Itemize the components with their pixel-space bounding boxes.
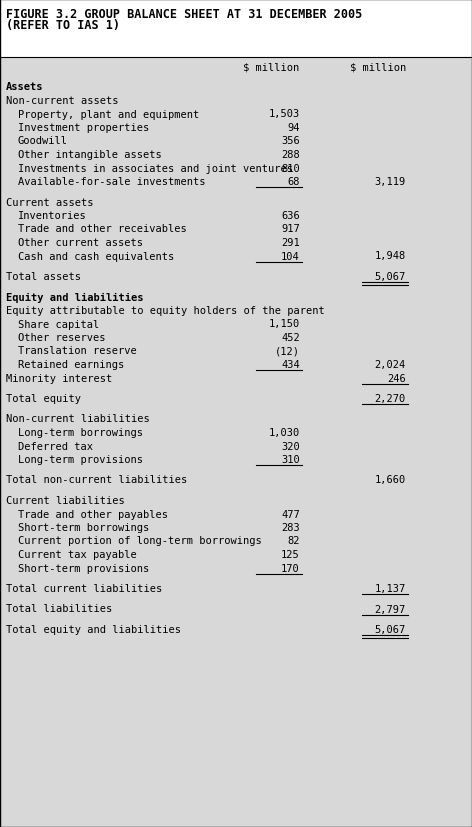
Text: $ million: $ million xyxy=(244,62,300,72)
Text: Short-term provisions: Short-term provisions xyxy=(18,563,149,573)
Text: 170: 170 xyxy=(281,563,300,573)
Text: 3,119: 3,119 xyxy=(375,177,406,187)
Text: Deferred tax: Deferred tax xyxy=(18,441,93,451)
Text: 810: 810 xyxy=(281,163,300,174)
Text: 1,660: 1,660 xyxy=(375,475,406,485)
Text: Cash and cash equivalents: Cash and cash equivalents xyxy=(18,251,174,261)
Text: FIGURE 3.2 GROUP BALANCE SHEET AT 31 DECEMBER 2005: FIGURE 3.2 GROUP BALANCE SHEET AT 31 DEC… xyxy=(6,8,362,21)
Text: Total equity and liabilities: Total equity and liabilities xyxy=(6,624,181,634)
Text: 452: 452 xyxy=(281,332,300,342)
Text: 82: 82 xyxy=(287,536,300,546)
Text: Trade and other receivables: Trade and other receivables xyxy=(18,224,187,234)
Text: Share capital: Share capital xyxy=(18,319,99,329)
Text: 1,137: 1,137 xyxy=(375,583,406,593)
Text: Other intangible assets: Other intangible assets xyxy=(18,150,162,160)
Text: 1,150: 1,150 xyxy=(269,319,300,329)
Text: Non-current liabilities: Non-current liabilities xyxy=(6,414,150,424)
Text: Total liabilities: Total liabilities xyxy=(6,604,112,614)
Text: Current liabilities: Current liabilities xyxy=(6,495,125,505)
Text: Long-term provisions: Long-term provisions xyxy=(18,455,143,465)
Text: Equity attributable to equity holders of the parent: Equity attributable to equity holders of… xyxy=(6,306,325,316)
Text: Long-term borrowings: Long-term borrowings xyxy=(18,428,143,437)
Text: 2,270: 2,270 xyxy=(375,394,406,404)
Text: Available-for-sale investments: Available-for-sale investments xyxy=(18,177,205,187)
Text: Translation reserve: Translation reserve xyxy=(18,346,137,356)
Text: 246: 246 xyxy=(387,373,406,383)
Text: Equity and liabilities: Equity and liabilities xyxy=(6,292,143,302)
Text: Investment properties: Investment properties xyxy=(18,123,149,133)
Text: Current assets: Current assets xyxy=(6,198,93,208)
Text: 291: 291 xyxy=(281,237,300,248)
Text: Total current liabilities: Total current liabilities xyxy=(6,583,162,593)
Text: 288: 288 xyxy=(281,150,300,160)
Text: 1,948: 1,948 xyxy=(375,251,406,261)
Text: 434: 434 xyxy=(281,360,300,370)
Text: Inventories: Inventories xyxy=(18,211,87,221)
Text: Retained earnings: Retained earnings xyxy=(18,360,124,370)
Text: Minority interest: Minority interest xyxy=(6,373,112,383)
Text: 1,503: 1,503 xyxy=(269,109,300,119)
Text: Current tax payable: Current tax payable xyxy=(18,549,137,559)
Text: Total non-current liabilities: Total non-current liabilities xyxy=(6,475,187,485)
Text: Assets: Assets xyxy=(6,83,43,93)
Text: 917: 917 xyxy=(281,224,300,234)
Text: 320: 320 xyxy=(281,441,300,451)
Text: Property, plant and equipment: Property, plant and equipment xyxy=(18,109,199,119)
Text: 477: 477 xyxy=(281,509,300,519)
Text: 283: 283 xyxy=(281,523,300,533)
Text: Short-term borrowings: Short-term borrowings xyxy=(18,523,149,533)
Text: Investments in associates and joint ventures: Investments in associates and joint vent… xyxy=(18,163,293,174)
Text: Non-current assets: Non-current assets xyxy=(6,96,118,106)
Text: Current portion of long-term borrowings: Current portion of long-term borrowings xyxy=(18,536,262,546)
Text: 2,797: 2,797 xyxy=(375,604,406,614)
Text: 104: 104 xyxy=(281,251,300,261)
Bar xyxy=(0,0,472,58)
Text: (REFER TO IAS 1): (REFER TO IAS 1) xyxy=(6,20,120,32)
Text: 94: 94 xyxy=(287,123,300,133)
Text: $ million: $ million xyxy=(350,62,406,72)
Text: Other current assets: Other current assets xyxy=(18,237,143,248)
Text: (12): (12) xyxy=(275,346,300,356)
Text: 310: 310 xyxy=(281,455,300,465)
Text: Total equity: Total equity xyxy=(6,394,81,404)
Text: 125: 125 xyxy=(281,549,300,559)
Text: Other reserves: Other reserves xyxy=(18,332,106,342)
Text: Goodwill: Goodwill xyxy=(18,136,68,146)
Text: Trade and other payables: Trade and other payables xyxy=(18,509,168,519)
Text: 356: 356 xyxy=(281,136,300,146)
Text: 636: 636 xyxy=(281,211,300,221)
Text: 1,030: 1,030 xyxy=(269,428,300,437)
Text: 68: 68 xyxy=(287,177,300,187)
Text: 5,067: 5,067 xyxy=(375,624,406,634)
Text: Total assets: Total assets xyxy=(6,272,81,282)
Text: 2,024: 2,024 xyxy=(375,360,406,370)
Text: 5,067: 5,067 xyxy=(375,272,406,282)
